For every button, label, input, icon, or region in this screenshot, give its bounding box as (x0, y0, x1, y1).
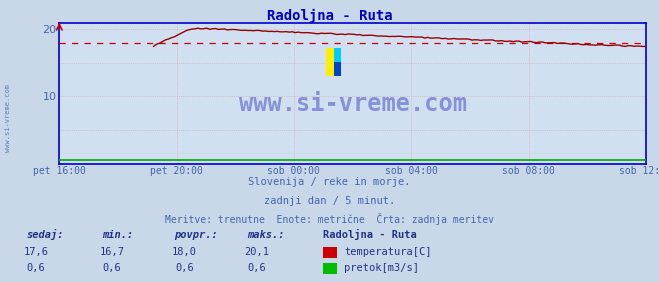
Text: sedaj:: sedaj: (26, 229, 64, 240)
Text: temperatura[C]: temperatura[C] (344, 247, 432, 257)
Text: min.:: min.: (102, 230, 133, 240)
Text: pretok[m3/s]: pretok[m3/s] (344, 263, 419, 273)
Bar (333, 48, 341, 62)
Text: 0,6: 0,6 (175, 263, 194, 273)
Text: 0,6: 0,6 (103, 263, 121, 273)
Text: 0,6: 0,6 (27, 263, 45, 273)
Text: 18,0: 18,0 (172, 247, 197, 257)
Text: Slovenija / reke in morje.: Slovenija / reke in morje. (248, 177, 411, 187)
Text: Radoljna - Ruta: Radoljna - Ruta (323, 229, 416, 240)
Text: 16,7: 16,7 (100, 247, 125, 257)
Text: 17,6: 17,6 (24, 247, 49, 257)
Text: zadnji dan / 5 minut.: zadnji dan / 5 minut. (264, 196, 395, 206)
Text: povpr.:: povpr.: (175, 230, 218, 240)
Text: www.si-vreme.com: www.si-vreme.com (239, 92, 467, 116)
Text: Meritve: trenutne  Enote: metrične  Črta: zadnja meritev: Meritve: trenutne Enote: metrične Črta: … (165, 213, 494, 225)
Text: 0,6: 0,6 (248, 263, 266, 273)
Bar (326, 48, 333, 76)
Bar (333, 62, 341, 76)
Text: www.si-vreme.com: www.si-vreme.com (5, 84, 11, 153)
Text: maks.:: maks.: (247, 230, 285, 240)
Text: Radoljna - Ruta: Radoljna - Ruta (267, 8, 392, 23)
Text: 20,1: 20,1 (244, 247, 270, 257)
